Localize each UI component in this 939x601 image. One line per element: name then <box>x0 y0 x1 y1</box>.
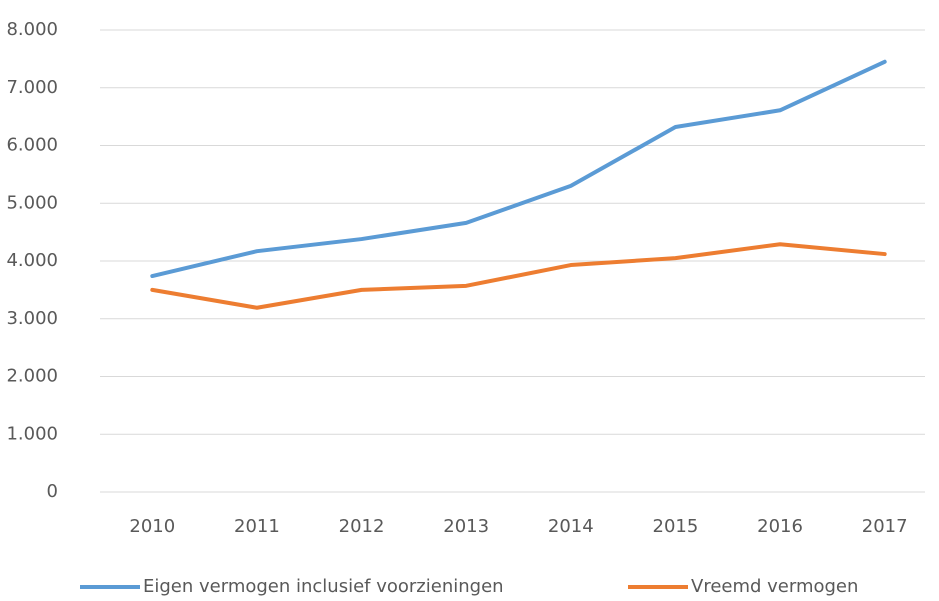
x-tick-label: 2010 <box>129 516 175 537</box>
x-tick-label: 2012 <box>339 516 385 537</box>
y-tick-label: 8.000 <box>6 19 58 40</box>
x-tick-label: 2014 <box>548 516 594 537</box>
x-tick-label: 2013 <box>443 516 489 537</box>
x-tick-label: 2017 <box>862 516 908 537</box>
y-tick-label: 4.000 <box>6 250 58 271</box>
x-tick-label: 2015 <box>653 516 699 537</box>
y-tick-label: 7.000 <box>6 77 58 98</box>
y-tick-label: 1.000 <box>6 423 58 444</box>
legend-label: Vreemd vermogen <box>691 576 858 597</box>
x-tick-label: 2016 <box>757 516 803 537</box>
y-tick-label: 2.000 <box>6 366 58 387</box>
x-tick-label: 2011 <box>234 516 280 537</box>
legend-label: Eigen vermogen inclusief voorzieningen <box>143 576 504 597</box>
y-tick-label: 3.000 <box>6 308 58 329</box>
series-line <box>150 59 887 279</box>
series-line <box>150 242 887 310</box>
y-tick-label: 5.000 <box>6 192 58 213</box>
y-tick-label: 6.000 <box>6 135 58 156</box>
y-tick-label: 0 <box>47 481 58 502</box>
